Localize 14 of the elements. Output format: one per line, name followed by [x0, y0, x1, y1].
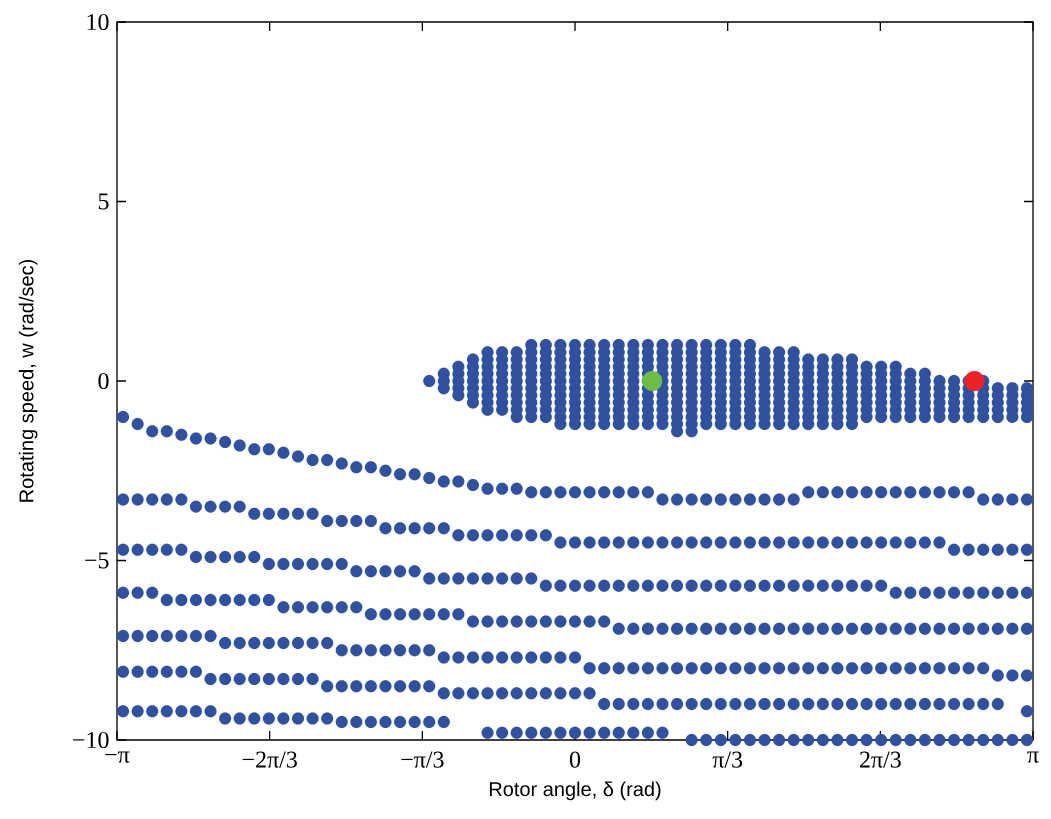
y-axis-title: Rotating speed, w (rad/sec)	[18, 260, 38, 502]
y-tick-label: 5	[98, 193, 109, 210]
x-tick-label: −π/3	[401, 751, 444, 768]
x-tick-label: 0	[569, 751, 581, 768]
x-tick-label: π/3	[712, 751, 743, 768]
y-tick-label: −5	[85, 552, 109, 569]
x-tick-label: −π	[105, 751, 130, 763]
y-tick-label: 0	[98, 372, 109, 390]
y-tick-label: 10	[87, 13, 109, 31]
x-tick-label: −2π/3	[242, 751, 297, 768]
x-tick-label: π	[1027, 751, 1039, 763]
x-tick-label: 2π/3	[860, 751, 901, 768]
y-tick-label: −10	[73, 731, 109, 749]
x-axis-title: Rotor angle, δ (rad)	[489, 781, 661, 801]
